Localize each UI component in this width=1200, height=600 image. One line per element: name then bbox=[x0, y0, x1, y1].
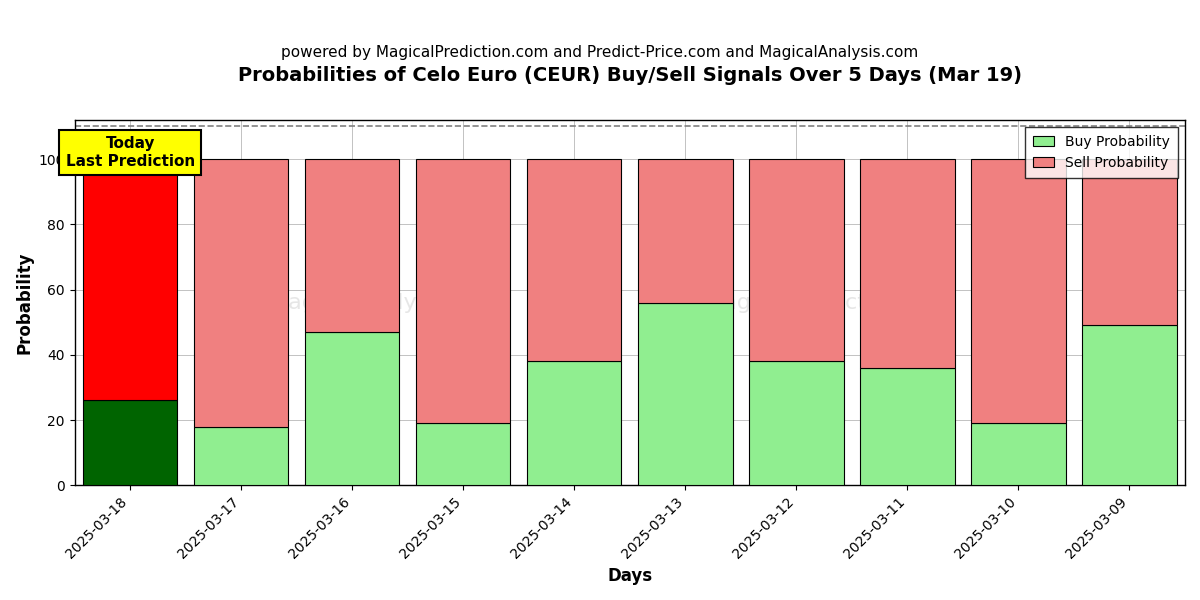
Bar bbox=[83, 159, 178, 400]
Text: powered by MagicalPrediction.com and Predict-Price.com and MagicalAnalysis.com: powered by MagicalPrediction.com and Pre… bbox=[281, 45, 919, 60]
Bar bbox=[1082, 159, 1177, 325]
Bar bbox=[527, 361, 622, 485]
Text: MagicalAnalysis.com: MagicalAnalysis.com bbox=[270, 293, 502, 313]
Bar bbox=[416, 423, 510, 485]
Bar bbox=[971, 159, 1066, 423]
Bar bbox=[305, 159, 400, 332]
Legend: Buy Probability, Sell Probability: Buy Probability, Sell Probability bbox=[1025, 127, 1178, 178]
Bar bbox=[305, 332, 400, 485]
Bar bbox=[638, 159, 732, 302]
Bar bbox=[83, 400, 178, 485]
Bar bbox=[1082, 325, 1177, 485]
Bar bbox=[749, 361, 844, 485]
X-axis label: Days: Days bbox=[607, 567, 653, 585]
Title: Probabilities of Celo Euro (CEUR) Buy/Sell Signals Over 5 Days (Mar 19): Probabilities of Celo Euro (CEUR) Buy/Se… bbox=[238, 66, 1022, 85]
Bar bbox=[860, 368, 955, 485]
Bar bbox=[749, 159, 844, 361]
Bar bbox=[638, 302, 732, 485]
Bar bbox=[860, 159, 955, 368]
Bar bbox=[194, 427, 288, 485]
Text: MagicalPrediction.com: MagicalPrediction.com bbox=[704, 293, 955, 313]
Bar bbox=[194, 159, 288, 427]
Bar bbox=[416, 159, 510, 423]
Y-axis label: Probability: Probability bbox=[16, 251, 34, 354]
Bar bbox=[971, 423, 1066, 485]
Bar bbox=[527, 159, 622, 361]
Text: Today
Last Prediction: Today Last Prediction bbox=[66, 136, 194, 169]
